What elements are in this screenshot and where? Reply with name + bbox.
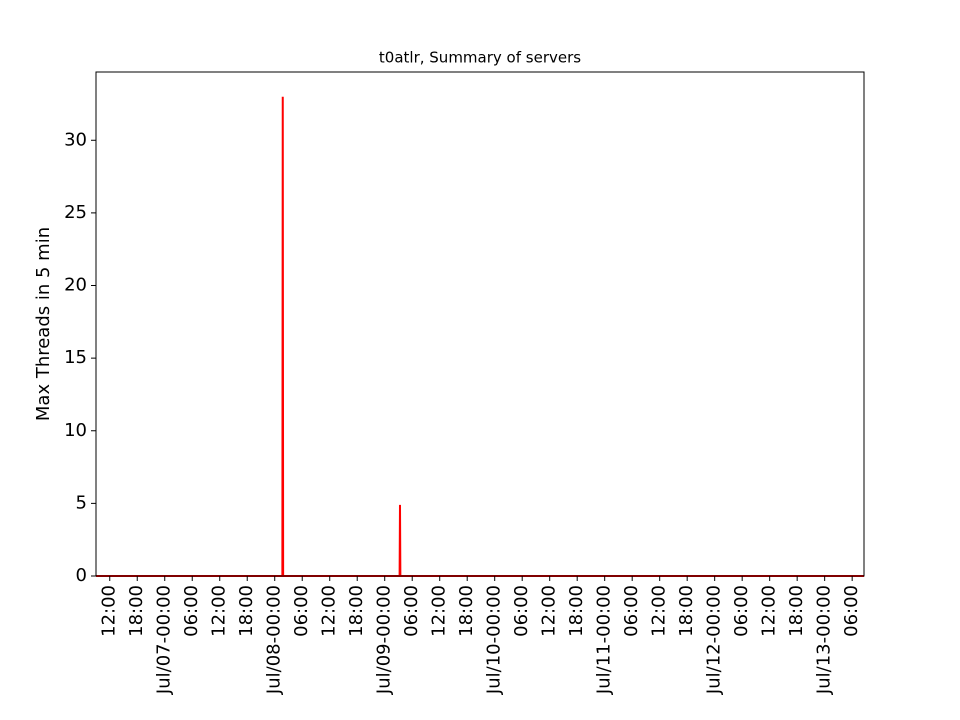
plot-area bbox=[96, 96, 864, 577]
y-tick-label: 0 bbox=[76, 565, 87, 586]
axes-frame bbox=[95, 71, 865, 577]
x-tick-label: 18:00 bbox=[676, 585, 697, 637]
x-tick-label: 12:00 bbox=[209, 585, 230, 637]
x-tick-label: 18:00 bbox=[126, 585, 147, 637]
x-tick-label: Jul/09-00:00 bbox=[374, 585, 395, 695]
x-tick-label: 18:00 bbox=[786, 585, 807, 637]
x-tick-label: 12:00 bbox=[319, 585, 340, 637]
y-tick-label: 25 bbox=[64, 202, 87, 223]
x-tick-label: 18:00 bbox=[566, 585, 587, 637]
x-tick-label: 18:00 bbox=[346, 585, 367, 637]
data-line bbox=[96, 96, 864, 577]
x-tick-label: 18:00 bbox=[236, 585, 257, 637]
y-tick-label: 15 bbox=[64, 347, 87, 368]
y-tick-label: 10 bbox=[64, 420, 87, 441]
x-tick-label: 06:00 bbox=[621, 585, 642, 637]
x-tick-label: 06:00 bbox=[291, 585, 312, 637]
x-tick-label: Jul/07-00:00 bbox=[154, 585, 175, 695]
x-tick-label: 12:00 bbox=[759, 585, 780, 637]
x-tick-label: 12:00 bbox=[429, 585, 450, 637]
x-tick-label: Jul/13-00:00 bbox=[814, 585, 835, 695]
x-tick-label: Jul/08-00:00 bbox=[264, 585, 285, 695]
x-tick-label: 06:00 bbox=[401, 585, 422, 637]
y-axis-label: Max Threads in 5 min bbox=[33, 227, 54, 421]
y-tick-label: 30 bbox=[64, 129, 87, 150]
y-tick-label: 20 bbox=[64, 275, 87, 296]
x-tick-label: 12:00 bbox=[539, 585, 560, 637]
x-tick-label: 06:00 bbox=[511, 585, 532, 637]
x-tick-label: 06:00 bbox=[841, 585, 862, 637]
x-tick-label: 12:00 bbox=[649, 585, 670, 637]
x-tick-label: 12:00 bbox=[99, 585, 120, 637]
x-tick-label: 06:00 bbox=[731, 585, 752, 637]
y-tick-label: 5 bbox=[76, 492, 87, 513]
x-tick-label: 18:00 bbox=[456, 585, 477, 637]
x-tick-label: 06:00 bbox=[181, 585, 202, 637]
x-tick-label: Jul/12-00:00 bbox=[704, 585, 725, 695]
x-tick-label: Jul/10-00:00 bbox=[484, 585, 505, 695]
chart-title: t0atlr, Summary of servers bbox=[379, 49, 581, 67]
x-tick-label: Jul/11-00:00 bbox=[594, 585, 615, 695]
